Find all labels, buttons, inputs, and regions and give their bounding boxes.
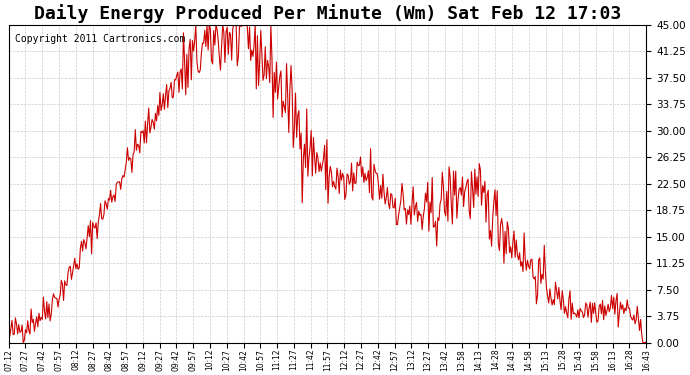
Text: Copyright 2011 Cartronics.com: Copyright 2011 Cartronics.com [15,34,186,44]
Title: Daily Energy Produced Per Minute (Wm) Sat Feb 12 17:03: Daily Energy Produced Per Minute (Wm) Sa… [34,4,621,23]
